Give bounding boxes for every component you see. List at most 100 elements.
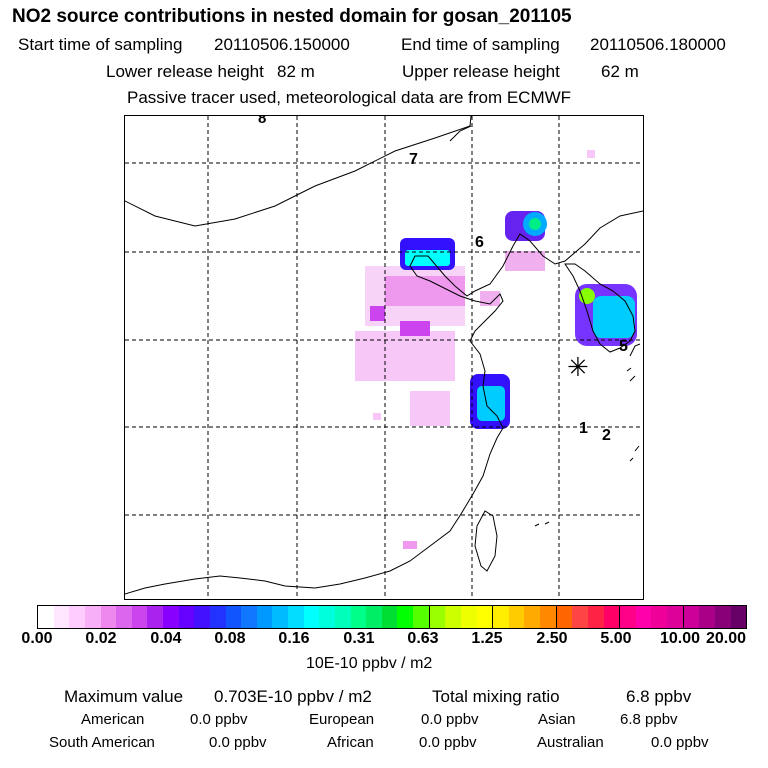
region-value-asian: 6.8 ppbv <box>620 711 678 728</box>
colorbar-segment <box>241 606 257 628</box>
plume-peak <box>477 386 505 421</box>
region-name-south-american: South American <box>49 734 155 751</box>
lower-height-value: 82 m <box>277 62 315 81</box>
plume-peak <box>529 218 541 230</box>
colorbar-segment <box>225 606 242 628</box>
upper-height-label: Upper release height <box>402 62 560 81</box>
colorbar-segment <box>366 606 382 628</box>
colorbar-segment <box>445 606 461 628</box>
region-value-american: 0.0 ppbv <box>190 711 248 728</box>
map-panel: 8 7 6 5 1 2 ✳ <box>124 115 644 600</box>
colorbar-segment <box>381 606 398 628</box>
start-time-value: 20110506.150000 <box>214 35 350 54</box>
tracer-note: Passive tracer used, meteorological data… <box>127 88 572 107</box>
colorbar-tick: 0.63 <box>407 630 439 647</box>
colorbar-segment <box>163 606 179 628</box>
release-site-icon: ✳ <box>567 352 589 382</box>
region-value-australian: 0.0 ppbv <box>651 734 709 751</box>
colorbar <box>37 605 747 629</box>
end-time-label: End time of sampling <box>401 35 560 54</box>
colorbar-segment <box>492 606 509 628</box>
colorbar-segment <box>682 606 700 628</box>
colorbar-segment <box>667 606 683 628</box>
border-line <box>449 125 472 142</box>
island <box>629 375 636 382</box>
plume-peak <box>405 250 450 266</box>
colorbar-segment <box>508 606 525 628</box>
lower-height-label: Lower release height <box>106 62 264 81</box>
colorbar-segment <box>209 606 226 628</box>
colorbar-tick: 0.04 <box>150 630 182 647</box>
korea-coast <box>564 263 636 353</box>
colorbar-segment <box>587 606 604 628</box>
colorbar-segment <box>319 606 335 628</box>
region-name-asian: Asian <box>538 711 576 728</box>
colorbar-segment <box>572 606 588 628</box>
trajectory-marker-6: 6 <box>475 234 484 251</box>
max-value-label: Maximum value <box>64 687 184 706</box>
colorbar-segment <box>147 606 163 628</box>
colorbar-segment <box>413 606 429 628</box>
end-time-value: 20110506.180000 <box>590 35 726 54</box>
colorbar-segment <box>100 606 117 628</box>
colorbar-tick: 5.00 <box>600 630 632 647</box>
colorbar-segment <box>555 606 573 628</box>
trajectory-marker-5: 5 <box>619 338 628 355</box>
border-line <box>125 116 472 227</box>
plume-mid <box>400 321 430 336</box>
colorbar-segment <box>428 606 446 628</box>
plume-low <box>505 251 545 271</box>
colorbar-segment <box>699 606 715 628</box>
island <box>634 445 640 452</box>
plume-mid <box>370 306 385 321</box>
colorbar-tick: 2.50 <box>536 630 568 647</box>
colorbar-segment <box>714 606 731 628</box>
colorbar-tick: 1.25 <box>471 630 503 647</box>
colorbar-segment <box>460 606 477 628</box>
map-canvas <box>125 116 643 599</box>
colorbar-tick: 0.00 <box>21 630 53 647</box>
max-value: 0.703E-10 ppbv / m2 <box>214 687 372 706</box>
mainland-coast <box>125 210 643 595</box>
region-name-american: American <box>81 711 145 728</box>
colorbar-units: 10E-10 ppbv / m2 <box>306 655 433 672</box>
colorbar-segment <box>272 606 288 628</box>
colorbar-segment <box>84 606 101 628</box>
upper-height-value: 62 m <box>601 62 639 81</box>
colorbar-segment <box>334 606 351 628</box>
colorbar-segment <box>178 606 195 628</box>
colorbar-tick: 0.31 <box>343 630 375 647</box>
colorbar-segment <box>635 606 652 628</box>
plume-low <box>385 276 465 306</box>
map-title: NO2 source contributions in nested domai… <box>12 6 572 27</box>
colorbar-segment <box>730 606 747 628</box>
trajectory-marker-2: 2 <box>602 427 611 444</box>
colorbar-segment <box>69 606 85 628</box>
colorbar-segment <box>540 606 556 628</box>
plume-low <box>355 331 455 381</box>
total-mixing-value: 6.8 ppbv <box>626 687 692 706</box>
island <box>544 521 550 525</box>
concentration-field <box>355 150 637 549</box>
region-value-african: 0.0 ppbv <box>419 734 477 751</box>
colorbar-segment <box>350 606 367 628</box>
colorbar-segment <box>603 606 620 628</box>
plume-low <box>587 150 595 158</box>
trajectory-marker-7: 7 <box>409 151 418 168</box>
plume-low <box>403 541 417 549</box>
colorbar-segment <box>38 606 54 628</box>
japan-coast <box>629 343 641 357</box>
start-time-label: Start time of sampling <box>18 35 183 54</box>
island <box>626 367 632 372</box>
plume-low <box>410 391 450 426</box>
colorbar-segment <box>256 606 273 628</box>
colorbar-tick: 0.08 <box>214 630 246 647</box>
trajectory-marker-8: 8 <box>258 115 267 127</box>
colorbar-segment <box>303 606 320 628</box>
colorbar-segment <box>397 606 413 628</box>
colorbar-segment <box>524 606 540 628</box>
colorbar-tick: 10.00 <box>659 630 701 647</box>
colorbar-tick: 0.02 <box>85 630 117 647</box>
colorbar-tick: 20.00 <box>705 630 747 647</box>
colorbar-segment <box>116 606 132 628</box>
